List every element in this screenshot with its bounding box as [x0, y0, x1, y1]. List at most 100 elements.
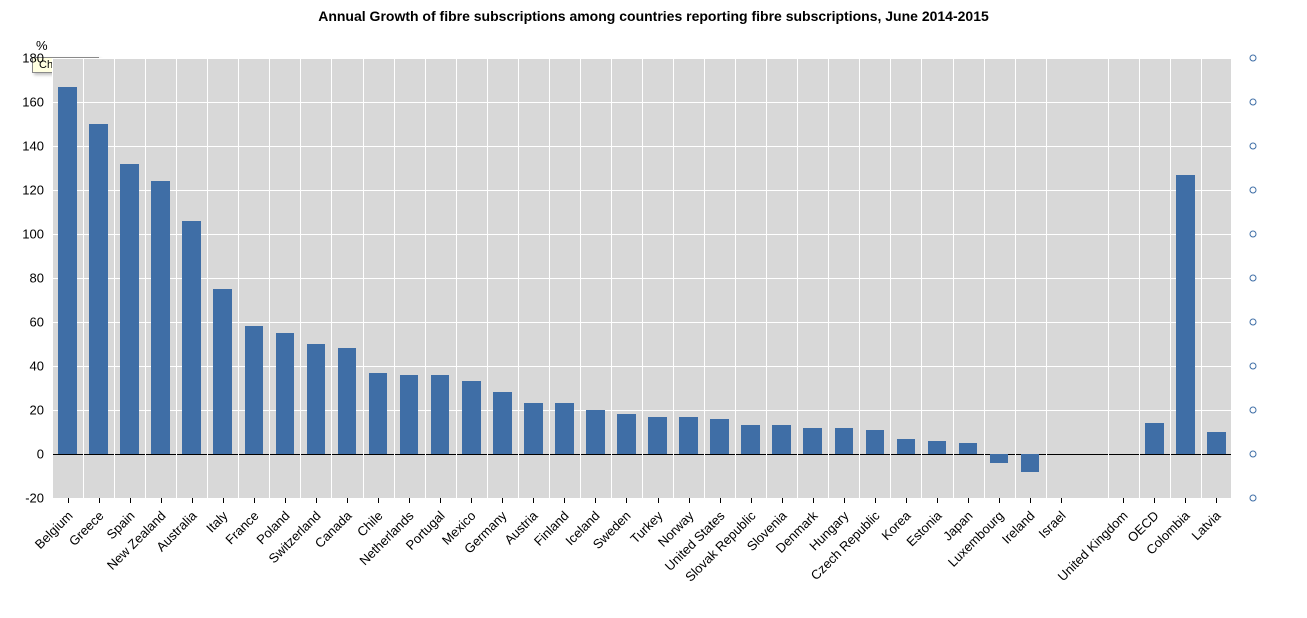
- gridline-vertical: [984, 58, 985, 498]
- bar: [866, 430, 885, 454]
- gridline-vertical: [1201, 58, 1202, 498]
- y-tick-label: 100: [0, 227, 44, 242]
- gridline-vertical: [1231, 58, 1232, 498]
- x-tick-mark: [285, 498, 286, 503]
- bar: [493, 392, 512, 454]
- gridline-vertical: [425, 58, 426, 498]
- x-tick-mark: [813, 498, 814, 503]
- x-tick-mark: [1185, 498, 1186, 503]
- x-tick-mark: [875, 498, 876, 503]
- bar: [586, 410, 605, 454]
- gridline-vertical: [1139, 58, 1140, 498]
- bar: [928, 441, 947, 454]
- right-axis-marker: [1250, 99, 1257, 106]
- bar: [1207, 432, 1226, 454]
- y-tick-label: 120: [0, 183, 44, 198]
- x-tick-mark: [689, 498, 690, 503]
- gridline-vertical: [1046, 58, 1047, 498]
- gridline-vertical: [735, 58, 736, 498]
- x-tick-mark: [595, 498, 596, 503]
- x-tick-mark: [347, 498, 348, 503]
- bar: [58, 87, 77, 454]
- bar: [710, 419, 729, 454]
- bar: [1021, 454, 1040, 472]
- y-tick-label: -20: [0, 491, 44, 506]
- right-axis-marker: [1250, 451, 1257, 458]
- y-tick-label: 140: [0, 139, 44, 154]
- x-tick-mark: [844, 498, 845, 503]
- x-tick-mark: [533, 498, 534, 503]
- right-axis-marker: [1250, 363, 1257, 370]
- bar: [431, 375, 450, 454]
- bar: [182, 221, 201, 454]
- x-tick-mark: [1216, 498, 1217, 503]
- gridline-vertical: [83, 58, 84, 498]
- gridline-vertical: [518, 58, 519, 498]
- x-tick-mark: [1123, 498, 1124, 503]
- x-tick-mark: [409, 498, 410, 503]
- x-tick-mark: [1154, 498, 1155, 503]
- right-axis-marker: [1250, 275, 1257, 282]
- gridline-vertical: [859, 58, 860, 498]
- x-tick-mark: [906, 498, 907, 503]
- x-tick-mark: [130, 498, 131, 503]
- x-tick-mark: [751, 498, 752, 503]
- bar: [803, 428, 822, 454]
- bar: [307, 344, 326, 454]
- gridline-vertical: [394, 58, 395, 498]
- bar: [772, 425, 791, 454]
- y-tick-label: 80: [0, 271, 44, 286]
- x-tick-label: Ireland: [999, 508, 1038, 547]
- gridline-vertical: [145, 58, 146, 498]
- right-axis-marker: [1250, 55, 1257, 62]
- bar: [1176, 175, 1195, 454]
- right-axis-marker: [1250, 187, 1257, 194]
- bar: [245, 326, 264, 454]
- x-tick-label: Finland: [531, 508, 572, 549]
- x-tick-label: Israel: [1036, 508, 1069, 541]
- x-tick-mark: [254, 498, 255, 503]
- bar: [617, 414, 636, 454]
- bar: [462, 381, 481, 454]
- right-axis-marker: [1250, 231, 1257, 238]
- x-tick-mark: [626, 498, 627, 503]
- gridline-vertical: [300, 58, 301, 498]
- y-tick-label: 160: [0, 95, 44, 110]
- x-tick-mark: [378, 498, 379, 503]
- x-tick-mark: [999, 498, 1000, 503]
- gridline-vertical: [704, 58, 705, 498]
- gridline-vertical: [487, 58, 488, 498]
- x-tick-mark: [968, 498, 969, 503]
- x-tick-mark: [161, 498, 162, 503]
- gridline-horizontal: [52, 498, 1232, 499]
- y-tick-label: 20: [0, 403, 44, 418]
- chart-container: Annual Growth of fibre subscriptions amo…: [0, 0, 1307, 618]
- bar: [679, 417, 698, 454]
- bar: [120, 164, 139, 454]
- x-tick-mark: [937, 498, 938, 503]
- gridline-vertical: [580, 58, 581, 498]
- gridline-vertical: [331, 58, 332, 498]
- bar: [990, 454, 1009, 463]
- x-tick-mark: [782, 498, 783, 503]
- gridline-vertical: [238, 58, 239, 498]
- x-tick-mark: [440, 498, 441, 503]
- right-axis-marker: [1250, 407, 1257, 414]
- y-tick-label: 0: [0, 447, 44, 462]
- bar: [835, 428, 854, 454]
- gridline-vertical: [52, 58, 53, 498]
- gridline-vertical: [921, 58, 922, 498]
- bar: [151, 181, 170, 454]
- bar: [959, 443, 978, 454]
- gridline-vertical: [114, 58, 115, 498]
- gridline-vertical: [269, 58, 270, 498]
- gridline-vertical: [1015, 58, 1016, 498]
- x-tick-label: France: [222, 508, 261, 547]
- bar: [213, 289, 232, 454]
- x-tick-mark: [68, 498, 69, 503]
- bar: [338, 348, 357, 454]
- gridline-vertical: [611, 58, 612, 498]
- x-tick-mark: [502, 498, 503, 503]
- bar: [897, 439, 916, 454]
- bar: [555, 403, 574, 454]
